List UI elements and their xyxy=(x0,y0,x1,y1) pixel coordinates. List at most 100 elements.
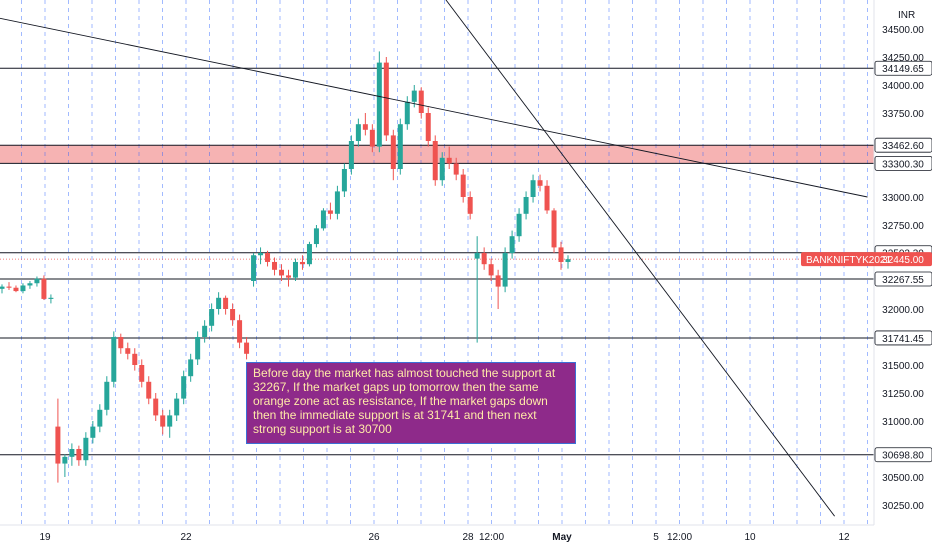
candle-body xyxy=(0,286,5,289)
level-label-box xyxy=(874,271,932,287)
candle-body xyxy=(334,191,340,214)
time-tick-label: 22 xyxy=(180,532,192,543)
symbol-label: BANKNIFTYK2021 xyxy=(806,255,891,266)
candle-body xyxy=(41,278,47,299)
candle-body xyxy=(279,269,285,276)
price-tick-label: 34500.00 xyxy=(882,25,924,36)
level-label: 33462.60 xyxy=(882,141,924,152)
candle-body xyxy=(488,264,494,276)
candle-body xyxy=(306,244,312,265)
level-label: 30698.80 xyxy=(882,451,924,462)
time-tick-label: 19 xyxy=(39,532,51,543)
candle-body xyxy=(439,157,445,181)
candle-body xyxy=(474,253,480,259)
price-tick-label: 30250.00 xyxy=(882,501,924,512)
candle-body xyxy=(292,261,298,278)
price-tick-label: 31000.00 xyxy=(882,417,924,428)
candle-body xyxy=(369,129,375,147)
trendline[interactable] xyxy=(0,4,868,198)
candle-body xyxy=(118,337,124,349)
time-tick-label: 12 xyxy=(838,532,850,543)
candle-body xyxy=(390,135,396,169)
candles xyxy=(0,51,571,483)
candle-body xyxy=(69,449,75,457)
level-label: 32267.55 xyxy=(882,275,924,286)
session-separators xyxy=(21,0,868,525)
candle-body xyxy=(460,174,466,197)
level-label: 31741.45 xyxy=(882,334,924,345)
candle-body xyxy=(509,236,515,253)
candle-body xyxy=(6,286,12,288)
level-label: 34149.65 xyxy=(882,64,924,75)
candle-body xyxy=(551,210,557,248)
candle-body xyxy=(432,141,438,181)
price-axis[interactable]: INR 30250.00 30500.00 31000.00 31250.00 3150… xyxy=(873,0,924,525)
candle-body xyxy=(174,398,180,416)
candle-body xyxy=(502,253,508,287)
candle-body xyxy=(530,180,536,197)
candle-body xyxy=(139,365,145,382)
candle-body xyxy=(467,197,473,214)
candle-body xyxy=(558,247,564,262)
level-label-box xyxy=(874,330,932,346)
candle-body xyxy=(411,90,417,102)
time-axis[interactable]: 19 22 26 28 12:00 May 5 12:00 10 12 xyxy=(0,524,874,543)
candle-body xyxy=(202,325,208,337)
candle-body xyxy=(544,185,550,211)
candle-body xyxy=(537,180,543,186)
price-tick-label: 33000.00 xyxy=(882,193,924,204)
price-tick-label: 32750.00 xyxy=(882,221,924,232)
candle-body xyxy=(258,253,264,256)
candle-body xyxy=(327,210,333,214)
candle-body xyxy=(132,353,138,365)
time-tick-label: 5 xyxy=(653,532,659,543)
candle-body xyxy=(383,62,389,136)
candle-body xyxy=(495,275,501,287)
candle-body xyxy=(34,278,40,284)
level-label-box xyxy=(874,60,932,76)
candle-body xyxy=(565,259,571,262)
level-label-box xyxy=(874,447,932,463)
candle-body xyxy=(125,348,131,354)
candle-body xyxy=(76,449,82,461)
level-label: 33300.30 xyxy=(882,159,924,170)
price-tick-label: 31250.00 xyxy=(882,389,924,400)
candle-body xyxy=(320,210,326,229)
candle-body xyxy=(160,415,166,427)
candle-body xyxy=(209,309,215,326)
price-tick-label: 34000.00 xyxy=(882,81,924,92)
candle-body xyxy=(362,124,368,130)
candle-body xyxy=(341,169,347,192)
level-label-box xyxy=(874,137,932,153)
candle-body xyxy=(20,285,26,292)
candle-body xyxy=(251,255,257,281)
candle-body xyxy=(265,253,271,262)
candle-body xyxy=(216,297,222,309)
candle-body xyxy=(397,124,403,169)
candle-body xyxy=(446,157,452,164)
candle-body xyxy=(244,342,250,354)
candle-body xyxy=(313,228,319,245)
candle-body xyxy=(230,309,236,321)
candle-body xyxy=(523,197,529,214)
price-tick-label: 31500.00 xyxy=(882,361,924,372)
candle-body xyxy=(90,426,96,438)
candle-body xyxy=(146,381,152,399)
last-price-badge xyxy=(801,252,932,267)
price-tick-label: 33750.00 xyxy=(882,109,924,120)
candle-body xyxy=(418,90,424,113)
trendline[interactable] xyxy=(426,0,835,517)
candle-body xyxy=(425,113,431,141)
candle-body xyxy=(13,287,19,292)
time-tick-label: 12:00 xyxy=(667,532,692,543)
level-labels: 34149.6533462.6033300.3032502.3032267.55… xyxy=(801,60,932,463)
candle-body xyxy=(83,437,89,461)
candle-body xyxy=(195,337,201,360)
price-tick-label: 30500.00 xyxy=(882,473,924,484)
candle-body xyxy=(55,426,61,464)
candle-body xyxy=(285,275,291,278)
time-tick-label: May xyxy=(552,532,572,543)
currency-label: INR xyxy=(898,10,915,21)
candle-body xyxy=(181,376,187,399)
